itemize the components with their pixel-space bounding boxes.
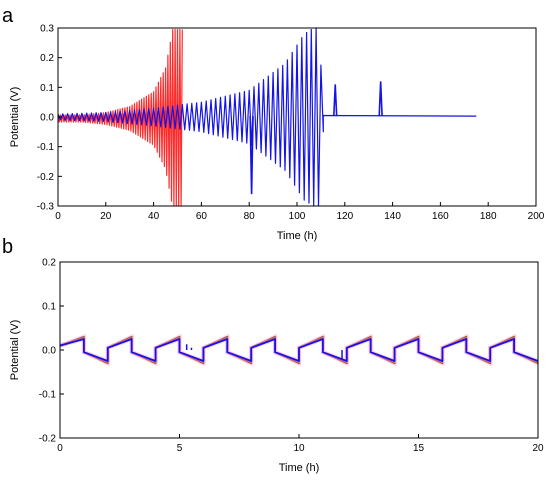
panel-b-x-axis-label: Time (h) [279, 462, 320, 474]
x-tick-label: 200 [528, 211, 545, 222]
x-tick-label: 10 [293, 443, 305, 454]
y-tick-label: 0.0 [40, 113, 54, 124]
x-tick-label: 20 [100, 211, 112, 222]
panel-label-b: b [2, 236, 13, 258]
y-tick-label: -0.2 [37, 172, 55, 183]
y-tick-label: 0.2 [40, 53, 54, 64]
x-tick-label: 100 [289, 211, 306, 222]
x-tick-label: 20 [532, 443, 544, 454]
series-line-blue [59, 338, 539, 362]
x-tick-label: 15 [413, 443, 425, 454]
x-tick-label: 60 [196, 211, 208, 222]
y-tick-label: 0.1 [42, 302, 56, 313]
y-tick-label: 0.2 [42, 258, 56, 269]
x-tick-label: 0 [55, 211, 61, 222]
y-tick-label: 0.3 [40, 24, 54, 35]
panel-a-traces [57, 27, 477, 207]
x-tick-label: 5 [177, 443, 183, 454]
series-line-blue [57, 27, 477, 207]
x-tick-label: 80 [244, 211, 256, 222]
y-tick-label: -0.3 [37, 202, 55, 213]
y-tick-label: 0.0 [42, 346, 56, 357]
panel-a: a 0 20 40 60 80 100 120 140 160 180 200 -0.3-0.2-0… [2, 5, 545, 242]
panel-b-x-ticks: 0 5 10 15 20 [57, 434, 544, 454]
panel-a-x-axis-label: Time (h) [277, 230, 318, 242]
panel-a-x-ticks: 0 20 40 60 80 100 120 140 160 180 200 [55, 202, 545, 222]
panel-label-a: a [2, 5, 14, 27]
y-tick-label: 0.1 [40, 83, 54, 94]
panel-b-y-axis-label: Potential (V) [9, 320, 21, 381]
y-tick-label: -0.1 [37, 142, 55, 153]
series-line-red [57, 28, 183, 207]
panel-b-traces [59, 333, 539, 367]
series-spike-blue [378, 81, 383, 117]
x-tick-label: 160 [432, 211, 449, 222]
panel-b: b 0 5 10 15 20 -0.2 -0.1 0.0 0.1 0.2 Time (h) Po… [2, 236, 544, 474]
y-tick-label: -0.1 [39, 390, 57, 401]
panel-b-y-ticks: -0.2 -0.1 0.0 0.1 0.2 [39, 258, 64, 445]
y-tick-label: -0.2 [39, 434, 57, 445]
series-spike-blue [249, 116, 254, 195]
x-tick-label: 140 [384, 211, 401, 222]
x-tick-label: 180 [480, 211, 497, 222]
x-tick-label: 0 [57, 443, 63, 454]
series-spike-blue [333, 84, 338, 117]
x-tick-label: 40 [148, 211, 160, 222]
panel-a-y-ticks: -0.3 -0.2 -0.1 0.0 0.1 0.2 0.3 [37, 24, 62, 213]
x-tick-label: 120 [336, 211, 353, 222]
panel-a-y-axis-label: Potential (V) [9, 87, 21, 148]
